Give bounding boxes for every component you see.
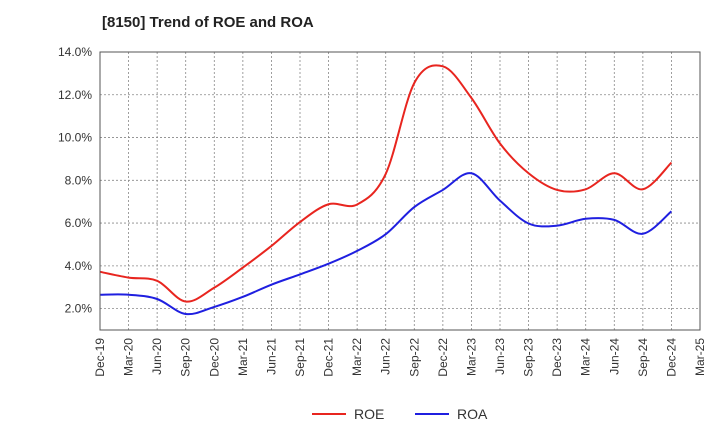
legend-layer: ROE ROA [312, 406, 488, 422]
x-tick-label: Mar-21 [236, 338, 250, 376]
x-tick-label: Dec-19 [93, 338, 107, 377]
y-tick-label: 6.0% [65, 216, 93, 230]
x-tick-label: Mar-23 [464, 338, 478, 376]
x-tick-label: Sep-22 [407, 338, 421, 377]
x-tick-label: Dec-24 [664, 338, 678, 377]
series-layer [99, 64, 673, 316]
x-tick-label: Dec-20 [207, 338, 221, 377]
y-tick-label: 14.0% [58, 45, 92, 59]
x-tick-label: Jun-21 [264, 338, 278, 375]
x-tick-label: Sep-21 [293, 338, 307, 377]
x-tick-label: Mar-20 [122, 338, 136, 376]
x-tick-label: Jun-20 [150, 338, 164, 375]
x-tick-label: Jun-22 [379, 338, 393, 375]
axis-layer: 2.0% 4.0% 6.0% 8.0% 10.0% 12.0% 14.0% Dec-19 Mar… [58, 45, 707, 377]
x-tick-label: Mar-25 [693, 338, 707, 376]
y-tick-label: 2.0% [65, 302, 93, 316]
y-tick-label: 8.0% [65, 173, 93, 187]
x-tick-label: Dec-22 [436, 338, 450, 377]
x-tick-label: Dec-21 [322, 338, 336, 377]
legend-label-roa: ROA [457, 406, 488, 422]
y-tick-label: 10.0% [58, 131, 92, 145]
series-line-roe [99, 64, 673, 303]
x-tick-label: Dec-23 [550, 338, 564, 377]
x-tick-label: Sep-23 [522, 338, 536, 377]
chart-title: [8150] Trend of ROE and ROA [102, 14, 314, 31]
grid-layer [99, 51, 701, 330]
plot-area-border [99, 51, 701, 331]
x-tick-label: Jun-23 [493, 338, 507, 375]
series-line-roa [99, 172, 673, 316]
x-tick-label: Sep-24 [636, 338, 650, 377]
y-tick-label: 4.0% [65, 259, 93, 273]
legend-label-roe: ROE [354, 406, 384, 422]
x-tick-label: Mar-24 [579, 338, 593, 376]
x-tick-label: Jun-24 [607, 338, 621, 375]
x-tick-label: Sep-20 [179, 338, 193, 377]
y-tick-label: 12.0% [58, 88, 92, 102]
x-tick-label: Mar-22 [350, 338, 364, 376]
